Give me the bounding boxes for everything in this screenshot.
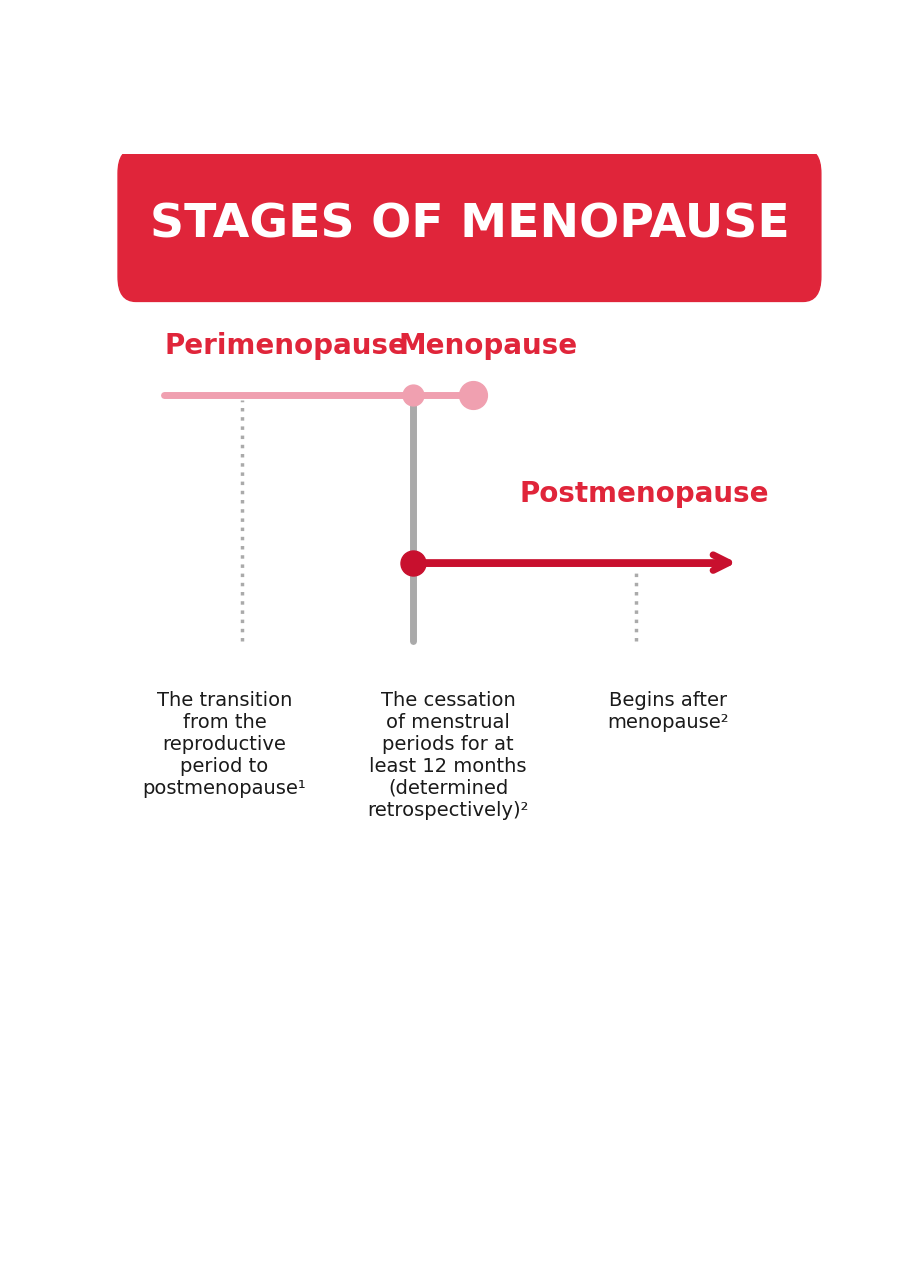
Text: Postmenopause: Postmenopause [519, 480, 769, 508]
Text: The cessation
of menstrual
periods for at
least 12 months
(determined
retrospect: The cessation of menstrual periods for a… [367, 691, 529, 819]
Text: Menopause: Menopause [398, 332, 578, 360]
Text: Begins after
menopause²: Begins after menopause² [607, 691, 729, 732]
Text: The transition
from the
reproductive
period to
postmenopause¹: The transition from the reproductive per… [143, 691, 307, 797]
Text: STAGES OF MENOPAUSE: STAGES OF MENOPAUSE [149, 202, 790, 247]
FancyBboxPatch shape [118, 148, 821, 301]
Text: Perimenopause: Perimenopause [164, 332, 407, 360]
